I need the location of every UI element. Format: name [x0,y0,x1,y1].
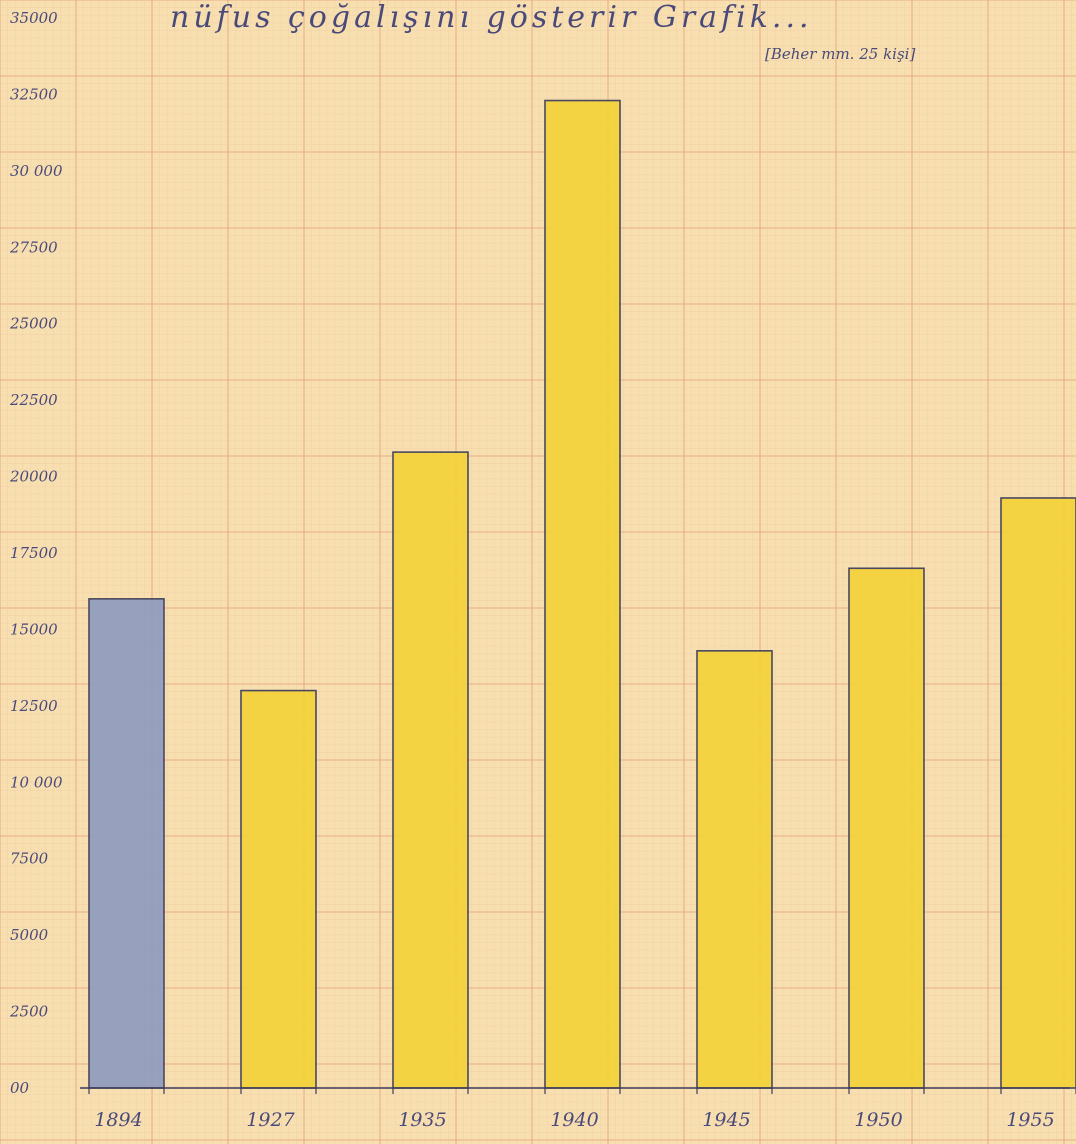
x-tick-label: 1894 [94,1109,142,1131]
x-tick-label: 1945 [702,1109,750,1131]
y-tick-label: 20000 [9,468,58,486]
y-tick-label: 30 000 [10,162,63,180]
x-tick-label: 1940 [550,1109,598,1131]
y-tick-label: 17500 [10,544,58,562]
chart-title: nüfus çoğalışını gösterir Grafik... [170,0,813,35]
y-tick-label: 12500 [10,697,58,715]
y-tick-label: 27500 [9,238,58,256]
bar-1940 [544,99,621,1089]
bar-1894 [88,598,165,1089]
y-tick-label: 2500 [9,1003,49,1021]
y-tick-label: 00 [10,1079,30,1097]
y-tick-labels: 00 2500 5000 7500 10 000 12500 15000 17500 20000… [9,9,63,1097]
y-tick-label: 10 000 [10,773,63,791]
y-tick-label: 32500 [10,85,58,103]
y-tick-label: 35000 [10,9,58,27]
x-tick-labels: 1894 1927 1935 1940 1945 1950 1955 [94,1109,1054,1131]
bar-1945 [696,650,773,1089]
bar-1927 [240,689,317,1089]
y-tick-label: 15000 [10,620,58,638]
x-tick-label: 1955 [1006,1109,1054,1131]
bar-1955 [1000,497,1076,1089]
bar-1935 [392,451,469,1089]
y-tick-label: 25000 [9,315,58,333]
y-tick-label: 7500 [10,850,49,868]
x-axis-group [80,1087,1076,1094]
y-tick-label: 22500 [9,391,58,409]
x-tick-label: 1927 [246,1109,295,1131]
x-tick-label: 1950 [854,1109,902,1131]
bars-group [88,99,1076,1089]
x-tick-label: 1935 [398,1109,446,1131]
chart-subtitle: [Beher mm. 25 kişi] [765,45,915,63]
y-tick-label: 5000 [10,926,49,944]
bar-1950 [848,567,925,1089]
